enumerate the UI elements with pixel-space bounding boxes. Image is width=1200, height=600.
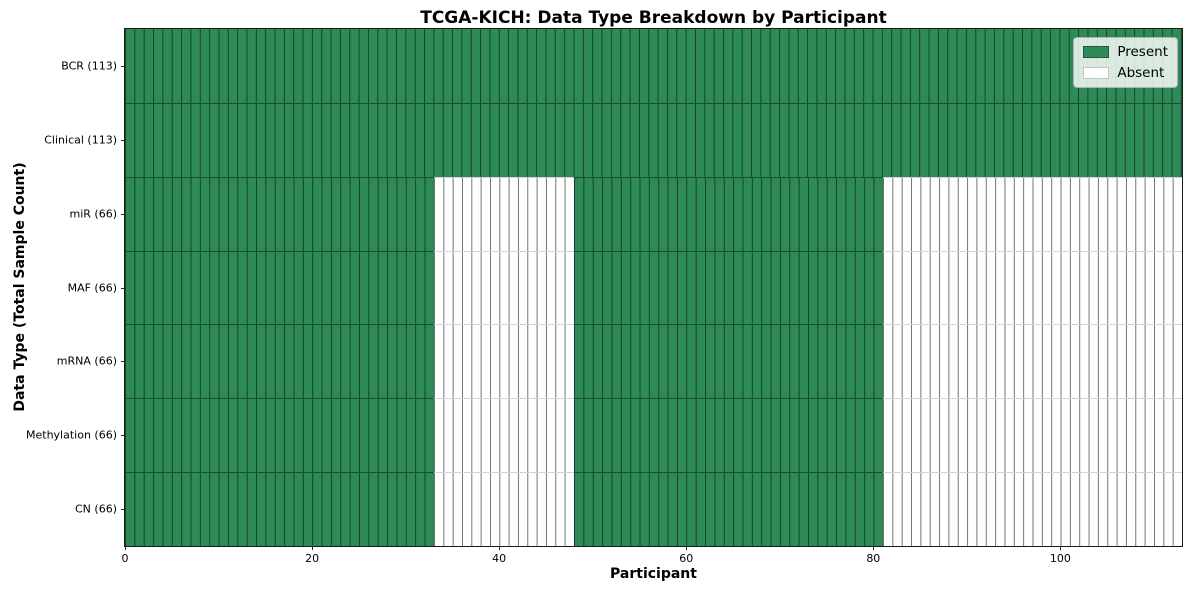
y-tick-label: Clinical (113) bbox=[44, 133, 117, 147]
chart-row bbox=[125, 29, 1182, 103]
y-tick-mark bbox=[121, 287, 125, 289]
plot-area: 0 20 40 60 80 100 BCR (113) Clinical (113) miR (… bbox=[26, 28, 1183, 565]
y-axis-label: Data Type (Total Sample Count) bbox=[12, 162, 28, 412]
legend-label-present: Present bbox=[1117, 44, 1168, 60]
y-tick-mark bbox=[121, 139, 125, 141]
legend-item-present: Present bbox=[1083, 44, 1168, 60]
x-tick-label: 60 bbox=[679, 552, 694, 565]
absent-segment bbox=[433, 398, 574, 473]
x-tick-mark bbox=[686, 546, 688, 550]
chart-row bbox=[125, 176, 1182, 251]
present-segment bbox=[125, 250, 434, 325]
absent-segment bbox=[882, 250, 1182, 325]
x-tick-mark bbox=[312, 546, 314, 550]
y-tick-mark bbox=[121, 435, 125, 437]
legend-item-absent: Absent bbox=[1083, 65, 1168, 81]
present-segment bbox=[125, 472, 434, 546]
absent-segment bbox=[882, 176, 1182, 251]
y-tick-mark bbox=[121, 213, 125, 215]
plot-grid bbox=[125, 29, 1182, 546]
x-tick-mark bbox=[1060, 546, 1062, 550]
absent-swatch-icon bbox=[1083, 67, 1110, 79]
y-tick-label: Methylation (66) bbox=[26, 428, 117, 442]
present-segment bbox=[573, 398, 883, 473]
chart-title: TCGA-KICH: Data Type Breakdown by Partic… bbox=[420, 8, 887, 28]
present-segment bbox=[573, 176, 883, 251]
legend: Present Absent bbox=[1073, 37, 1178, 88]
x-axis-label: Participant bbox=[610, 566, 697, 582]
x-tick-label: 20 bbox=[305, 552, 320, 565]
y-tick-mark bbox=[121, 509, 125, 511]
x-tick-mark bbox=[873, 546, 875, 550]
y-tick-label: MAF (66) bbox=[67, 281, 117, 294]
present-segment bbox=[125, 102, 1182, 177]
present-segment bbox=[573, 472, 883, 546]
x-tick-label: 40 bbox=[492, 552, 507, 565]
chart-row bbox=[125, 472, 1182, 546]
chart-row bbox=[125, 102, 1182, 177]
absent-segment bbox=[433, 250, 574, 325]
present-segment bbox=[573, 324, 883, 399]
x-tick-mark bbox=[125, 546, 126, 550]
present-segment bbox=[573, 250, 883, 325]
y-tick-mark bbox=[121, 65, 125, 67]
x-tick-label: 0 bbox=[121, 552, 129, 565]
absent-segment bbox=[433, 324, 574, 399]
chart-row bbox=[125, 398, 1182, 473]
legend-label-absent: Absent bbox=[1117, 65, 1165, 81]
present-segment bbox=[125, 324, 434, 399]
chart-row bbox=[125, 324, 1182, 399]
absent-segment bbox=[433, 176, 574, 251]
x-tick-label: 80 bbox=[866, 552, 881, 565]
y-tick-label: BCR (113) bbox=[61, 59, 117, 73]
y-tick-label: mRNA (66) bbox=[56, 354, 117, 368]
present-swatch-icon bbox=[1083, 46, 1110, 58]
absent-segment bbox=[882, 398, 1182, 473]
y-tick-label: CN (66) bbox=[75, 502, 117, 516]
x-tick-mark bbox=[499, 546, 501, 550]
chart-row bbox=[125, 250, 1182, 325]
present-segment bbox=[125, 398, 434, 473]
present-segment bbox=[125, 176, 434, 251]
absent-segment bbox=[882, 324, 1182, 399]
y-tick-label: miR (66) bbox=[69, 207, 118, 221]
y-tick-mark bbox=[121, 361, 125, 363]
x-tick-label: 100 bbox=[1049, 552, 1071, 565]
present-segment bbox=[125, 29, 1182, 103]
absent-segment bbox=[433, 472, 574, 546]
absent-segment bbox=[882, 472, 1182, 546]
